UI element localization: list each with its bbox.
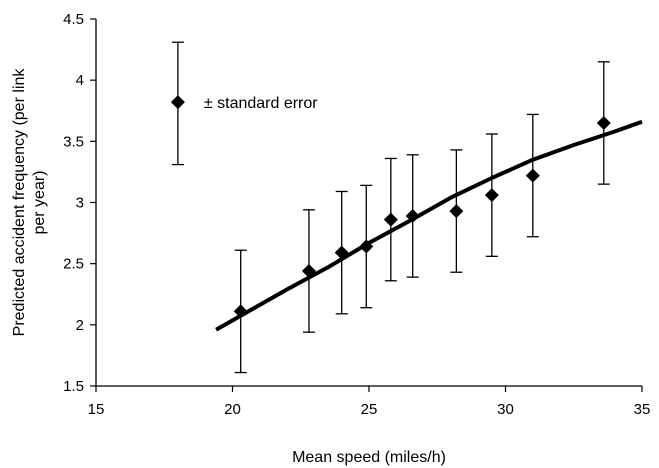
data-points: [233, 61, 611, 374]
y-axis-title-line-2: per year): [31, 170, 48, 234]
data-point-marker: [359, 239, 374, 254]
data-point-group: [334, 190, 349, 315]
data-point-marker: [484, 188, 499, 203]
data-point-marker: [334, 245, 349, 260]
data-point-group: [301, 209, 316, 333]
data-point-group: [484, 133, 499, 257]
data-point-group: [383, 157, 398, 282]
data-point-marker: [383, 212, 398, 227]
fit-curve: [215, 119, 643, 332]
y-axis-title-line-1: Predicted accident frequency (per link: [11, 68, 28, 337]
data-point-group: [233, 249, 248, 374]
data-point-group: [405, 154, 420, 278]
data-point-marker: [449, 204, 464, 219]
x-tick-label: 20: [224, 401, 241, 418]
y-tick-label: 3.5: [63, 133, 84, 150]
x-tick-label: 35: [634, 401, 651, 418]
data-point-marker: [233, 304, 248, 319]
x-tick-label: 25: [361, 401, 378, 418]
x-axis-title: Mean speed (miles/h): [292, 449, 446, 466]
ticks: 15 20 25 30 35 1.5 2 2.5 3 3.5 4 4.5: [63, 11, 650, 418]
data-point-group: [449, 149, 464, 273]
data-point-group: [596, 61, 611, 185]
legend-label: ± standard error: [204, 95, 318, 112]
y-tick-label: 3: [76, 195, 84, 212]
data-point-marker: [405, 208, 420, 223]
data-point-marker: [301, 264, 316, 279]
data-point-marker: [525, 168, 540, 183]
y-tick-label: 2: [76, 317, 84, 334]
y-tick-label: 2.5: [63, 256, 84, 273]
data-point-group: [359, 184, 374, 309]
x-tick-label: 15: [88, 401, 105, 418]
x-tick-label: 30: [497, 401, 514, 418]
legend: ± standard error: [170, 41, 318, 166]
y-tick-label: 4: [76, 72, 84, 89]
y-axis-title: Predicted accident frequency (per link pe…: [11, 68, 48, 337]
y-tick-label: 1.5: [63, 378, 84, 395]
data-point-group: [525, 113, 540, 238]
data-point-marker: [596, 115, 611, 130]
fit-curve-group: [215, 119, 643, 332]
y-tick-label: 4.5: [63, 11, 84, 28]
legend-marker: [170, 95, 185, 110]
